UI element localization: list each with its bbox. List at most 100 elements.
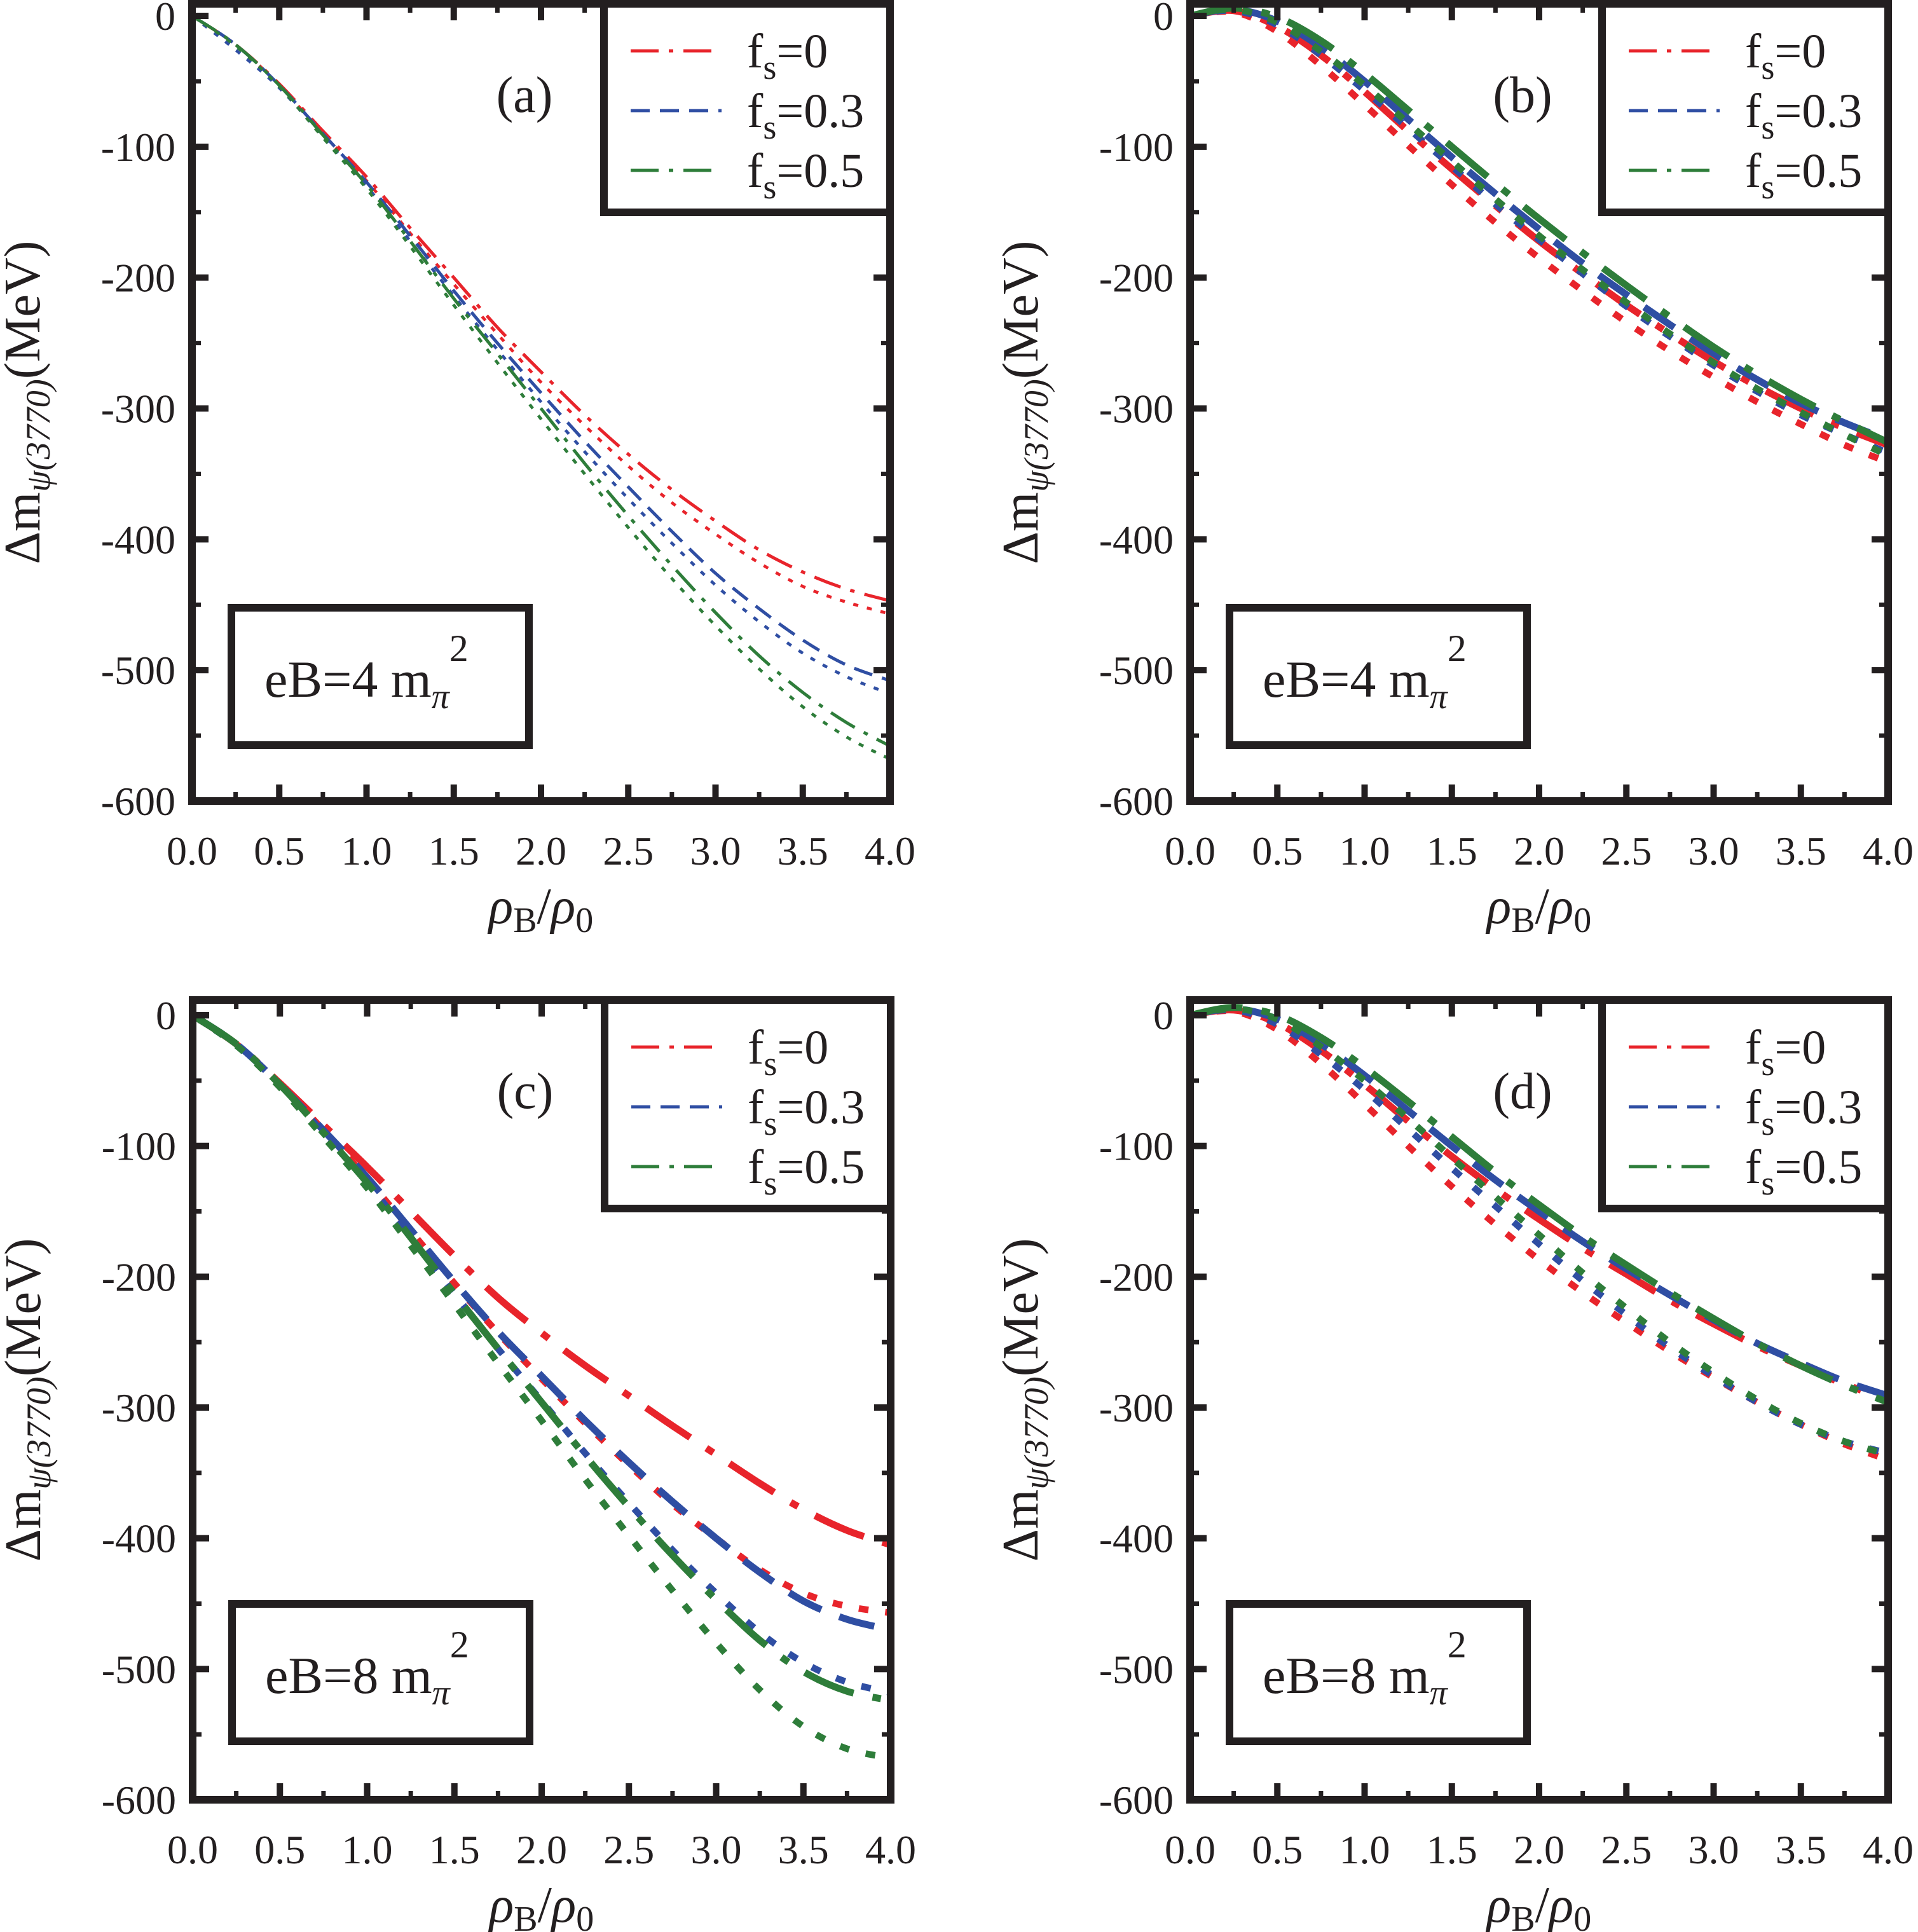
x-tick-label: 3.5 <box>777 828 828 874</box>
x-tick-label: 3.0 <box>1689 1827 1739 1872</box>
legend-entry: fs=0.5 <box>748 1141 865 1202</box>
y-tick-label: -100 <box>101 125 175 170</box>
y-tick-label: -500 <box>102 1647 176 1692</box>
x-tick-label: 1.5 <box>428 828 479 874</box>
legend-entry: fs=0.3 <box>748 1081 865 1142</box>
series-line-fs-0.5 <box>192 14 890 748</box>
y-tick-label: 0 <box>155 0 175 39</box>
x-tick-label: 0.5 <box>254 828 305 874</box>
legend: fs=0fs=0.3fs=0.5 <box>1598 0 1892 216</box>
legend-entry: fs=0 <box>748 1021 828 1083</box>
y-tick-label: -600 <box>101 779 175 824</box>
legend-frame <box>600 0 894 216</box>
panel-a: 0.0 0.5 1.0 1.5 2.0 2.5 3.0 3.5 4.0 0 -100 -200 -300… <box>0 0 915 940</box>
y-axis-title: Δmψ(3770)(MeV) <box>993 1238 1055 1562</box>
series-line-fs-0.5-dotted- <box>192 15 890 761</box>
y-axis-title: Δmψ(3770)(MeV) <box>0 1238 58 1562</box>
field-strength-box: eB=4 mπ2 <box>1226 604 1531 749</box>
x-tick-label: 3.0 <box>1689 828 1739 874</box>
legend: fs=0fs=0.3fs=0.5 <box>1598 996 1892 1212</box>
y-tick-label: -600 <box>102 1778 176 1823</box>
x-tick-label: 0.0 <box>1165 828 1216 874</box>
x-tick-label: 3.0 <box>690 828 741 874</box>
field-strength-label: eB=8 mπ2 <box>265 1624 469 1713</box>
x-tick-label: 1.5 <box>1427 1827 1477 1872</box>
field-strength-box: eB=8 mπ2 <box>1226 1600 1531 1745</box>
series-line-fs-0.5 <box>193 1012 891 1704</box>
x-tick-label: 2.0 <box>1514 1827 1565 1872</box>
y-tick-label: -100 <box>102 1124 176 1169</box>
y-tick-label: -100 <box>1099 1124 1174 1169</box>
x-tick-label: 0.0 <box>1165 1827 1216 1872</box>
x-tick-label: 4.0 <box>1863 1827 1914 1872</box>
legend-frame <box>1598 996 1892 1212</box>
series-line-fs-0.5 <box>1190 4 1888 446</box>
annotation-frame <box>228 1600 533 1745</box>
x-tick-label: 4.0 <box>865 1827 916 1872</box>
x-tick-label: 2.5 <box>1601 828 1652 874</box>
series-line-fs-0.5-dotted- <box>193 1012 891 1762</box>
series-line-fs-0.3 <box>192 14 890 682</box>
y-tick-label: -600 <box>1099 779 1174 824</box>
legend-entry: fs=0.3 <box>747 85 864 146</box>
series-line-fs-0.3 <box>193 1012 891 1633</box>
y-tick-label: 0 <box>1153 993 1174 1038</box>
series-group <box>193 1012 891 1762</box>
panel-label: (b) <box>1493 67 1552 123</box>
x-tick-label: 1.5 <box>1427 828 1477 874</box>
x-tick-label: 4.0 <box>865 828 915 874</box>
legend-entry: fs=0.5 <box>747 144 864 206</box>
y-tick-label: -400 <box>101 517 175 562</box>
series-line-fs-0-dotted- <box>1190 8 1888 465</box>
y-tick-label: -500 <box>1099 648 1174 693</box>
legend-entry: fs=0.3 <box>1745 85 1862 146</box>
y-tick-label: -500 <box>1099 1647 1174 1692</box>
y-tick-label: -100 <box>1099 125 1174 170</box>
y-tick-label: -300 <box>1099 387 1174 432</box>
y-tick-label: -200 <box>101 256 175 301</box>
x-tick-label: 0.5 <box>254 1827 305 1872</box>
x-tick-label: 2.5 <box>603 1827 654 1872</box>
legend-entry: fs=0.5 <box>1745 1141 1862 1202</box>
series-line-fs-0.5-dotted- <box>1190 1005 1888 1458</box>
x-tick-label: 3.5 <box>1776 828 1826 874</box>
x-tick-label: 0.0 <box>167 1827 218 1872</box>
x-tick-label: 2.5 <box>603 828 654 874</box>
series-line-fs-0.5-dotted- <box>1190 6 1888 459</box>
x-tick-label: 3.5 <box>1776 1827 1826 1872</box>
panel-c: 0.0 0.5 1.0 1.5 2.0 2.5 3.0 3.5 4.0 0 -100 -200 -300… <box>0 993 916 1932</box>
y-tick-label: -200 <box>1099 256 1174 301</box>
y-tick-label: 0 <box>156 993 176 1038</box>
legend: fs=0fs=0.3fs=0.5 <box>600 0 894 216</box>
x-tick-label: 1.5 <box>429 1827 480 1872</box>
series-group <box>1190 1004 1888 1463</box>
x-tick-label: 3.0 <box>691 1827 742 1872</box>
x-tick-label: 0.5 <box>1252 1827 1303 1872</box>
panel-label: (d) <box>1493 1064 1552 1120</box>
legend-entry: fs=0 <box>1745 25 1826 86</box>
field-strength-label: eB=4 mπ2 <box>264 627 469 716</box>
panel-label: (a) <box>497 67 553 123</box>
legend-frame <box>601 996 894 1212</box>
x-tick-label: 3.5 <box>778 1827 829 1872</box>
y-tick-label: -200 <box>1099 1254 1174 1299</box>
field-strength-box: eB=4 mπ2 <box>228 604 533 749</box>
x-tick-label: 1.0 <box>341 828 392 874</box>
panel-label: (c) <box>497 1064 554 1120</box>
y-tick-label: -400 <box>1099 517 1174 562</box>
series-group <box>192 14 890 761</box>
series-line-fs-0-dotted- <box>1190 1007 1888 1463</box>
x-tick-label: 2.0 <box>1514 828 1565 874</box>
x-tick-label: 0.0 <box>167 828 217 874</box>
annotation-frame <box>228 604 533 749</box>
x-tick-label: 4.0 <box>1863 828 1914 874</box>
y-tick-label: -200 <box>102 1254 176 1299</box>
legend-entry: fs=0.3 <box>1745 1081 1862 1142</box>
series-line-fs-0 <box>192 14 890 603</box>
x-axis-title: ρB/ρ0 <box>1485 879 1591 940</box>
series-group <box>1190 4 1888 465</box>
y-tick-label: -300 <box>101 387 175 432</box>
panel-b: 0.0 0.5 1.0 1.5 2.0 2.5 3.0 3.5 4.0 0 -100 -200 -300… <box>993 0 1914 940</box>
x-axis-title: ρB/ρ0 <box>487 879 593 940</box>
